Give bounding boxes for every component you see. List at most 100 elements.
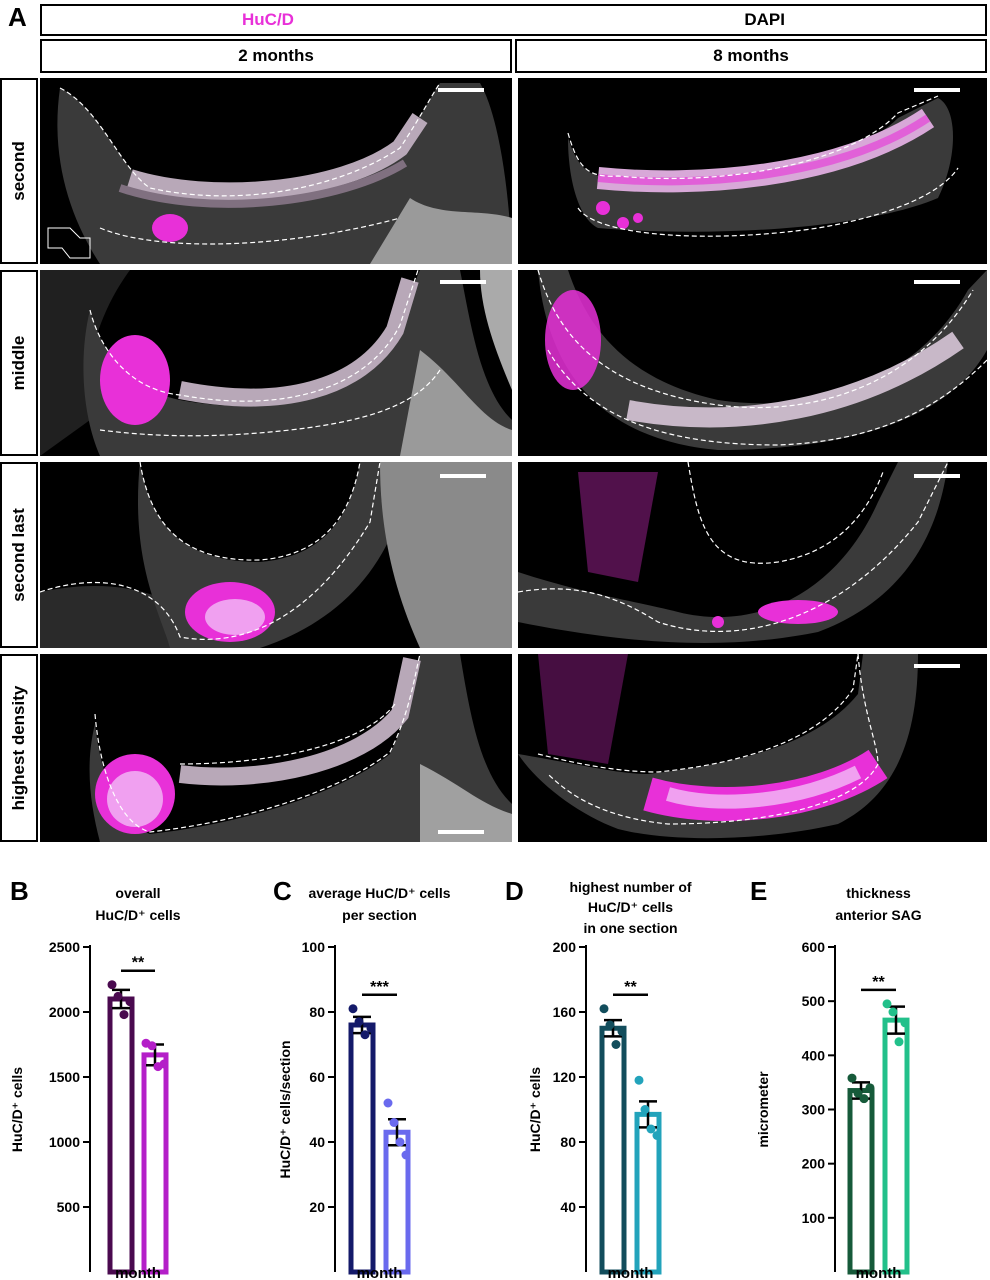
data-point xyxy=(354,1017,364,1027)
y-tick-label: 400 xyxy=(802,1047,826,1063)
bar-2 xyxy=(107,996,135,1275)
chart-title: anterior SAG xyxy=(835,907,921,923)
bar-8 xyxy=(882,1017,910,1275)
y-tick-label: 40 xyxy=(309,1134,325,1150)
tissue-image xyxy=(89,654,512,842)
data-point xyxy=(853,1088,863,1098)
col-header-2-months: 2 months xyxy=(40,39,512,73)
y-tick-label: 600 xyxy=(802,939,826,955)
data-point xyxy=(389,1118,399,1127)
data-point xyxy=(900,1018,910,1028)
micrograph-second-2m xyxy=(40,78,512,264)
y-tick-label: 160 xyxy=(553,1004,577,1020)
scale-bar xyxy=(914,88,960,92)
significance-label: ** xyxy=(132,955,145,972)
bar-2 xyxy=(847,1088,875,1275)
x-axis-label: month xyxy=(608,1265,654,1280)
row-label-second-text: second xyxy=(9,141,28,201)
huc-stain-label: HuC/D xyxy=(242,10,294,29)
y-tick-label: 100 xyxy=(802,1210,826,1226)
row-label-highest-density-text: highest density xyxy=(9,685,28,811)
bar-8 xyxy=(141,1052,169,1275)
y-axis-label: HuC/D⁺ cells/section xyxy=(277,1040,293,1178)
scale-bar xyxy=(440,474,486,478)
data-point xyxy=(617,1027,627,1036)
scale-bar xyxy=(914,664,960,668)
y-tick-label: 200 xyxy=(553,939,577,955)
y-tick-label: 2000 xyxy=(49,1004,80,1020)
x-axis-label: month xyxy=(856,1265,902,1280)
y-tick-label: 200 xyxy=(802,1156,826,1172)
y-tick-label: 20 xyxy=(309,1199,325,1215)
row-label-second: second xyxy=(0,78,38,264)
row-label-middle-text: middle xyxy=(9,335,28,391)
significance-label: ** xyxy=(872,974,885,991)
scale-bar xyxy=(914,280,960,284)
y-axis-label: HuC/D⁺ cells xyxy=(9,1067,25,1152)
micrograph-second-last-2m xyxy=(40,462,512,648)
y-axis-label: HuC/D⁺ cells xyxy=(527,1067,543,1152)
data-point xyxy=(125,997,135,1007)
data-point xyxy=(865,1083,875,1093)
bar-2 xyxy=(599,1025,627,1275)
data-point xyxy=(847,1073,857,1083)
y-tick-label: 100 xyxy=(302,939,326,955)
micrograph-highest-density-8m xyxy=(518,654,987,842)
y-tick-label: 80 xyxy=(309,1004,325,1020)
data-point xyxy=(646,1124,656,1134)
data-point xyxy=(360,1030,370,1040)
y-tick-label: 1000 xyxy=(49,1134,80,1150)
y-tick-label: 300 xyxy=(802,1102,826,1118)
data-point xyxy=(640,1105,650,1114)
panel-letter-a: A xyxy=(8,2,27,32)
y-tick-label: 120 xyxy=(553,1069,577,1085)
chart-title: per section xyxy=(342,907,417,923)
dapi-stain-label: DAPI xyxy=(744,10,785,29)
data-point xyxy=(119,1010,129,1020)
data-point xyxy=(395,1137,405,1147)
chart-title: HuC/D⁺ cells xyxy=(95,907,180,923)
y-tick-label: 1500 xyxy=(49,1069,80,1085)
data-point xyxy=(888,1007,898,1017)
y-axis-label: micrometer xyxy=(755,1071,771,1148)
tissue-image xyxy=(40,270,512,456)
panel-letter: D xyxy=(505,876,524,906)
tissue-image xyxy=(567,95,959,237)
data-point xyxy=(366,1023,376,1033)
panel-letter: E xyxy=(750,876,767,906)
data-point xyxy=(401,1150,411,1160)
y-tick-label: 500 xyxy=(802,993,826,1009)
row-label-highest-density: highest density xyxy=(0,654,38,842)
chart-title: overall xyxy=(115,885,160,901)
data-point xyxy=(107,980,117,990)
scale-bar xyxy=(914,474,960,478)
scale-bar xyxy=(438,830,484,834)
x-axis-label: month xyxy=(357,1265,403,1280)
significance-label: *** xyxy=(370,979,389,996)
y-tick-label: 500 xyxy=(57,1199,81,1215)
chart-title: HuC/D⁺ cells xyxy=(588,899,673,915)
stain-header: HuC/D DAPI xyxy=(40,4,987,36)
tissue-image xyxy=(47,82,512,264)
chart-title: in one section xyxy=(583,920,677,936)
data-point xyxy=(634,1075,644,1085)
micrograph-second-last-8m xyxy=(518,462,987,648)
data-point xyxy=(652,1131,662,1140)
chart-title: highest number of xyxy=(569,879,691,895)
y-tick-label: 60 xyxy=(309,1069,325,1085)
scale-bar xyxy=(440,280,486,284)
row-label-second-last: second last xyxy=(0,462,38,648)
micrograph-highest-density-2m xyxy=(40,654,512,842)
y-tick-label: 2500 xyxy=(49,939,80,955)
tissue-image xyxy=(537,270,987,450)
data-point xyxy=(383,1098,393,1108)
data-point xyxy=(605,1020,615,1030)
data-point xyxy=(599,1004,609,1014)
data-point xyxy=(159,1059,169,1069)
panel-letter: C xyxy=(273,876,292,906)
micrograph-middle-2m xyxy=(40,270,512,456)
